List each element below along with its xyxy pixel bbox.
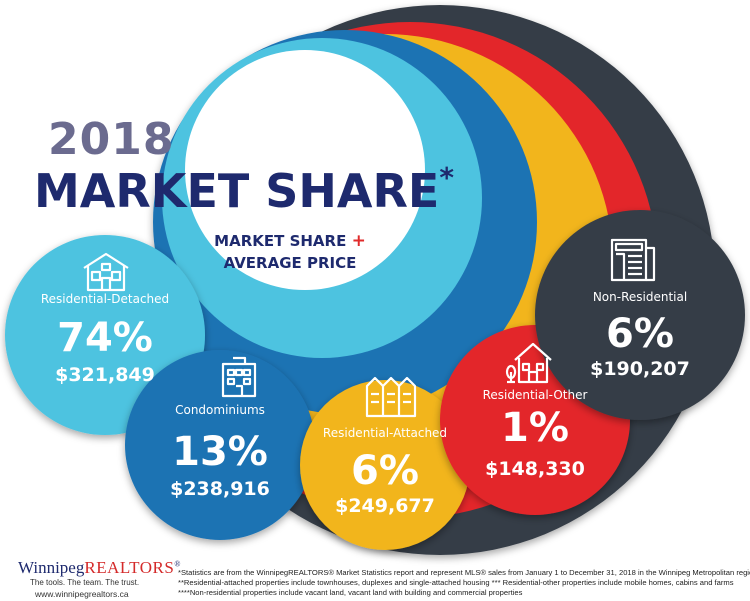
- price-label-residential-other: $148,330: [485, 458, 585, 480]
- center-white-circle: [185, 50, 425, 290]
- price-label-residential-attached: $249,677: [335, 495, 435, 517]
- townhouse-icon: [365, 376, 417, 418]
- logo: WinnipegREALTORS®: [18, 558, 181, 577]
- subtitle-line2: AVERAGE PRICE: [223, 254, 357, 272]
- footnote-2: **Residential-attached properties includ…: [178, 578, 734, 587]
- page-title: MARKET SHARE*: [34, 161, 454, 218]
- category-label-residential-other: Residential-Other: [482, 388, 588, 402]
- house-icon: [83, 252, 129, 292]
- year-label: 2018: [48, 114, 175, 165]
- bubbles: [5, 210, 745, 550]
- icons: [83, 238, 656, 418]
- subtitle: MARKET SHARE + AVERAGE PRICE: [200, 230, 380, 274]
- commercial-building-icon: [610, 238, 656, 282]
- category-label-condominiums: Condominiums: [175, 403, 265, 417]
- price-label-residential-detached: $321,849: [55, 364, 155, 386]
- footnote-3: ****Non-residential properties include v…: [178, 588, 523, 597]
- share-label-residential-attached: 6%: [351, 448, 419, 494]
- bubble-residential-attached: [300, 380, 470, 550]
- cottage-icon: [505, 342, 552, 384]
- subtitle-line1: MARKET SHARE: [214, 232, 347, 250]
- price-label-non-residential: $190,207: [590, 358, 690, 380]
- share-label-residential-detached: 74%: [57, 315, 153, 361]
- share-label-residential-other: 1%: [501, 405, 569, 451]
- bubble-non-residential: [535, 210, 745, 420]
- footnote-1: *Statistics are from the WinnipegREALTOR…: [178, 568, 750, 577]
- bubble-condominiums: [125, 350, 315, 540]
- category-label-non-residential: Non-Residential: [592, 290, 688, 304]
- website-url: www.winnipegrealtors.ca: [35, 589, 129, 599]
- condo-building-icon: [221, 356, 257, 398]
- title-asterisk: *: [439, 161, 454, 194]
- price-label-condominiums: $238,916: [170, 478, 270, 500]
- share-label-condominiums: 13%: [172, 429, 268, 475]
- logo-tagline: The tools. The team. The trust.: [30, 578, 140, 587]
- subtitle-plus: +: [351, 231, 366, 251]
- share-label-non-residential: 6%: [606, 311, 674, 357]
- category-label-residential-attached: Residential-Attached: [322, 426, 448, 440]
- category-label-residential-detached: Residential-Detached: [40, 292, 170, 306]
